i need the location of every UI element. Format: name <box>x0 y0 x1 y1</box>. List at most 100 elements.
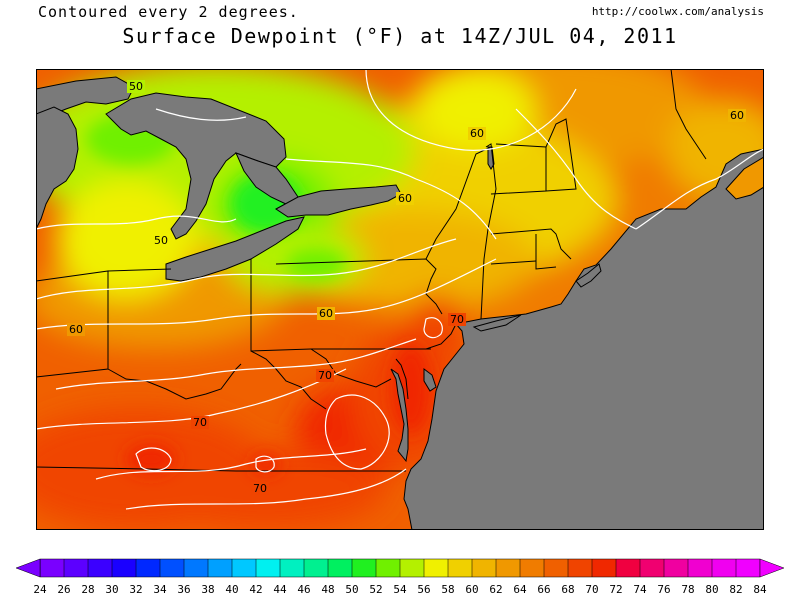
lake-huron <box>105 92 287 240</box>
colorbar-tick-label: 46 <box>297 583 311 596</box>
colorbar-tick-label: 44 <box>273 583 287 596</box>
svg-text:60: 60 <box>730 109 744 122</box>
nova-scotia <box>725 156 764 200</box>
source-url: http://coolwx.com/analysis <box>591 5 764 18</box>
svg-text:60: 60 <box>69 323 83 336</box>
colorbar-tick-label: 48 <box>321 583 335 596</box>
colorbar-cell <box>424 559 449 577</box>
colorbar <box>15 558 785 578</box>
colorbar-cell <box>736 559 761 577</box>
lake-erie <box>165 216 305 282</box>
colorbar-cell <box>592 559 617 577</box>
colorbar-cell <box>496 559 521 577</box>
colorbar-tick-label: 84 <box>753 583 767 596</box>
svg-text:60: 60 <box>398 192 412 205</box>
colorbar-tick-label: 78 <box>681 583 695 596</box>
colorbar-cell <box>112 559 137 577</box>
colorbar-tick-label: 34 <box>153 583 167 596</box>
colorbar-tick-label: 60 <box>465 583 479 596</box>
colorbar-cell <box>448 559 473 577</box>
svg-text:50: 50 <box>129 80 143 93</box>
chesapeake-bay <box>390 368 409 463</box>
long-island <box>472 314 522 332</box>
contour-label-60-ohio: 60 <box>67 323 85 336</box>
colorbar-cell <box>160 559 185 577</box>
svg-text:70: 70 <box>318 369 332 382</box>
contour-label-50-north: 50 <box>127 80 145 93</box>
colorbar-tick-label: 30 <box>105 583 119 596</box>
colorbar-right-arrow <box>759 558 785 578</box>
colorbar-cell <box>640 559 665 577</box>
colorbar-tick-label: 64 <box>513 583 527 596</box>
colorbar-cell <box>280 559 305 577</box>
contour-label-70-nj: 70 <box>448 313 466 326</box>
colorbar-cell <box>40 559 65 577</box>
colorbar-cell <box>664 559 689 577</box>
colorbar-cell <box>520 559 545 577</box>
colorbar-cell <box>568 559 593 577</box>
colorbar-tick-label: 52 <box>369 583 383 596</box>
colorbar-tick-label: 50 <box>345 583 359 596</box>
state-borders <box>36 69 707 472</box>
colorbar-tick-label: 56 <box>417 583 431 596</box>
contour-label-70-tennessee: 70 <box>251 482 269 495</box>
colorbar-tick-label: 72 <box>609 583 623 596</box>
colorbar-tick-label: 36 <box>177 583 191 596</box>
colorbar-tick-label: 68 <box>561 583 575 596</box>
contour-label-50-west: 50 <box>152 234 170 247</box>
map-frame <box>36 69 764 530</box>
svg-text:70: 70 <box>450 313 464 326</box>
colorbar-cell <box>136 559 161 577</box>
colorbar-cell <box>616 559 641 577</box>
contour-label-70-kentucky: 70 <box>191 416 209 429</box>
colorbar-tick-label: 58 <box>441 583 455 596</box>
colorbar-cell <box>544 559 569 577</box>
contour-label-60-nova-scotia: 60 <box>728 109 746 122</box>
svg-text:70: 70 <box>193 416 207 429</box>
colorbar-tick-label: 54 <box>393 583 407 596</box>
colorbar-left-arrow <box>15 558 41 578</box>
colorbar-cell <box>256 559 281 577</box>
colorbar-cell <box>376 559 401 577</box>
svg-text:50: 50 <box>154 234 168 247</box>
colorbar-tick-label: 40 <box>225 583 239 596</box>
colorbar-tick-label: 32 <box>129 583 143 596</box>
colorbar-tick-label: 24 <box>33 583 47 596</box>
colorbar-cell <box>232 559 257 577</box>
colorbar-tick-label: 42 <box>249 583 263 596</box>
contour-label-60-newyork: 60 <box>396 192 414 205</box>
colorbar-tick-label: 66 <box>537 583 551 596</box>
lake-ontario <box>275 184 402 218</box>
colorbar-tick-label: 70 <box>585 583 599 596</box>
dewpoint-contours <box>36 69 764 510</box>
colorbar-cell <box>472 559 497 577</box>
cape-cod <box>575 263 602 288</box>
colorbar-cell <box>400 559 425 577</box>
colorbar-cell <box>88 559 113 577</box>
svg-text:70: 70 <box>253 482 267 495</box>
svg-text:60: 60 <box>470 127 484 140</box>
colorbar-tick-label: 26 <box>57 583 71 596</box>
colorbar-tick-label: 76 <box>657 583 671 596</box>
colorbar-cell <box>352 559 377 577</box>
colorbar-cell <box>328 559 353 577</box>
svg-text:60: 60 <box>319 307 333 320</box>
contour-interval-note: Contoured every 2 degrees. <box>38 3 299 21</box>
colorbar-cell <box>688 559 713 577</box>
delaware-bay <box>423 368 437 392</box>
colorbar-tick-label: 28 <box>81 583 95 596</box>
colorbar-tick-label: 38 <box>201 583 215 596</box>
colorbar-cell <box>64 559 89 577</box>
colorbar-tick-label: 62 <box>489 583 503 596</box>
dewpoint-map: 50 50 60 60 60 60 <box>36 69 764 530</box>
colorbar-cell <box>304 559 329 577</box>
contour-label-60-vermont: 60 <box>468 127 486 140</box>
lake-michigan <box>36 106 79 230</box>
colorbar-cell <box>208 559 233 577</box>
colorbar-cell <box>712 559 737 577</box>
colorbar-tick-labels: 24 26 28 30 32 34 36 38 40 42 44 46 48 50 52 54 56 58 60 62… <box>0 583 800 597</box>
colorbar-tick-label: 82 <box>729 583 743 596</box>
map-title: Surface Dewpoint (°F) at 14Z/JUL 04, 201… <box>122 24 678 48</box>
colorbar-cell <box>184 559 209 577</box>
colorbar-tick-label: 74 <box>633 583 647 596</box>
